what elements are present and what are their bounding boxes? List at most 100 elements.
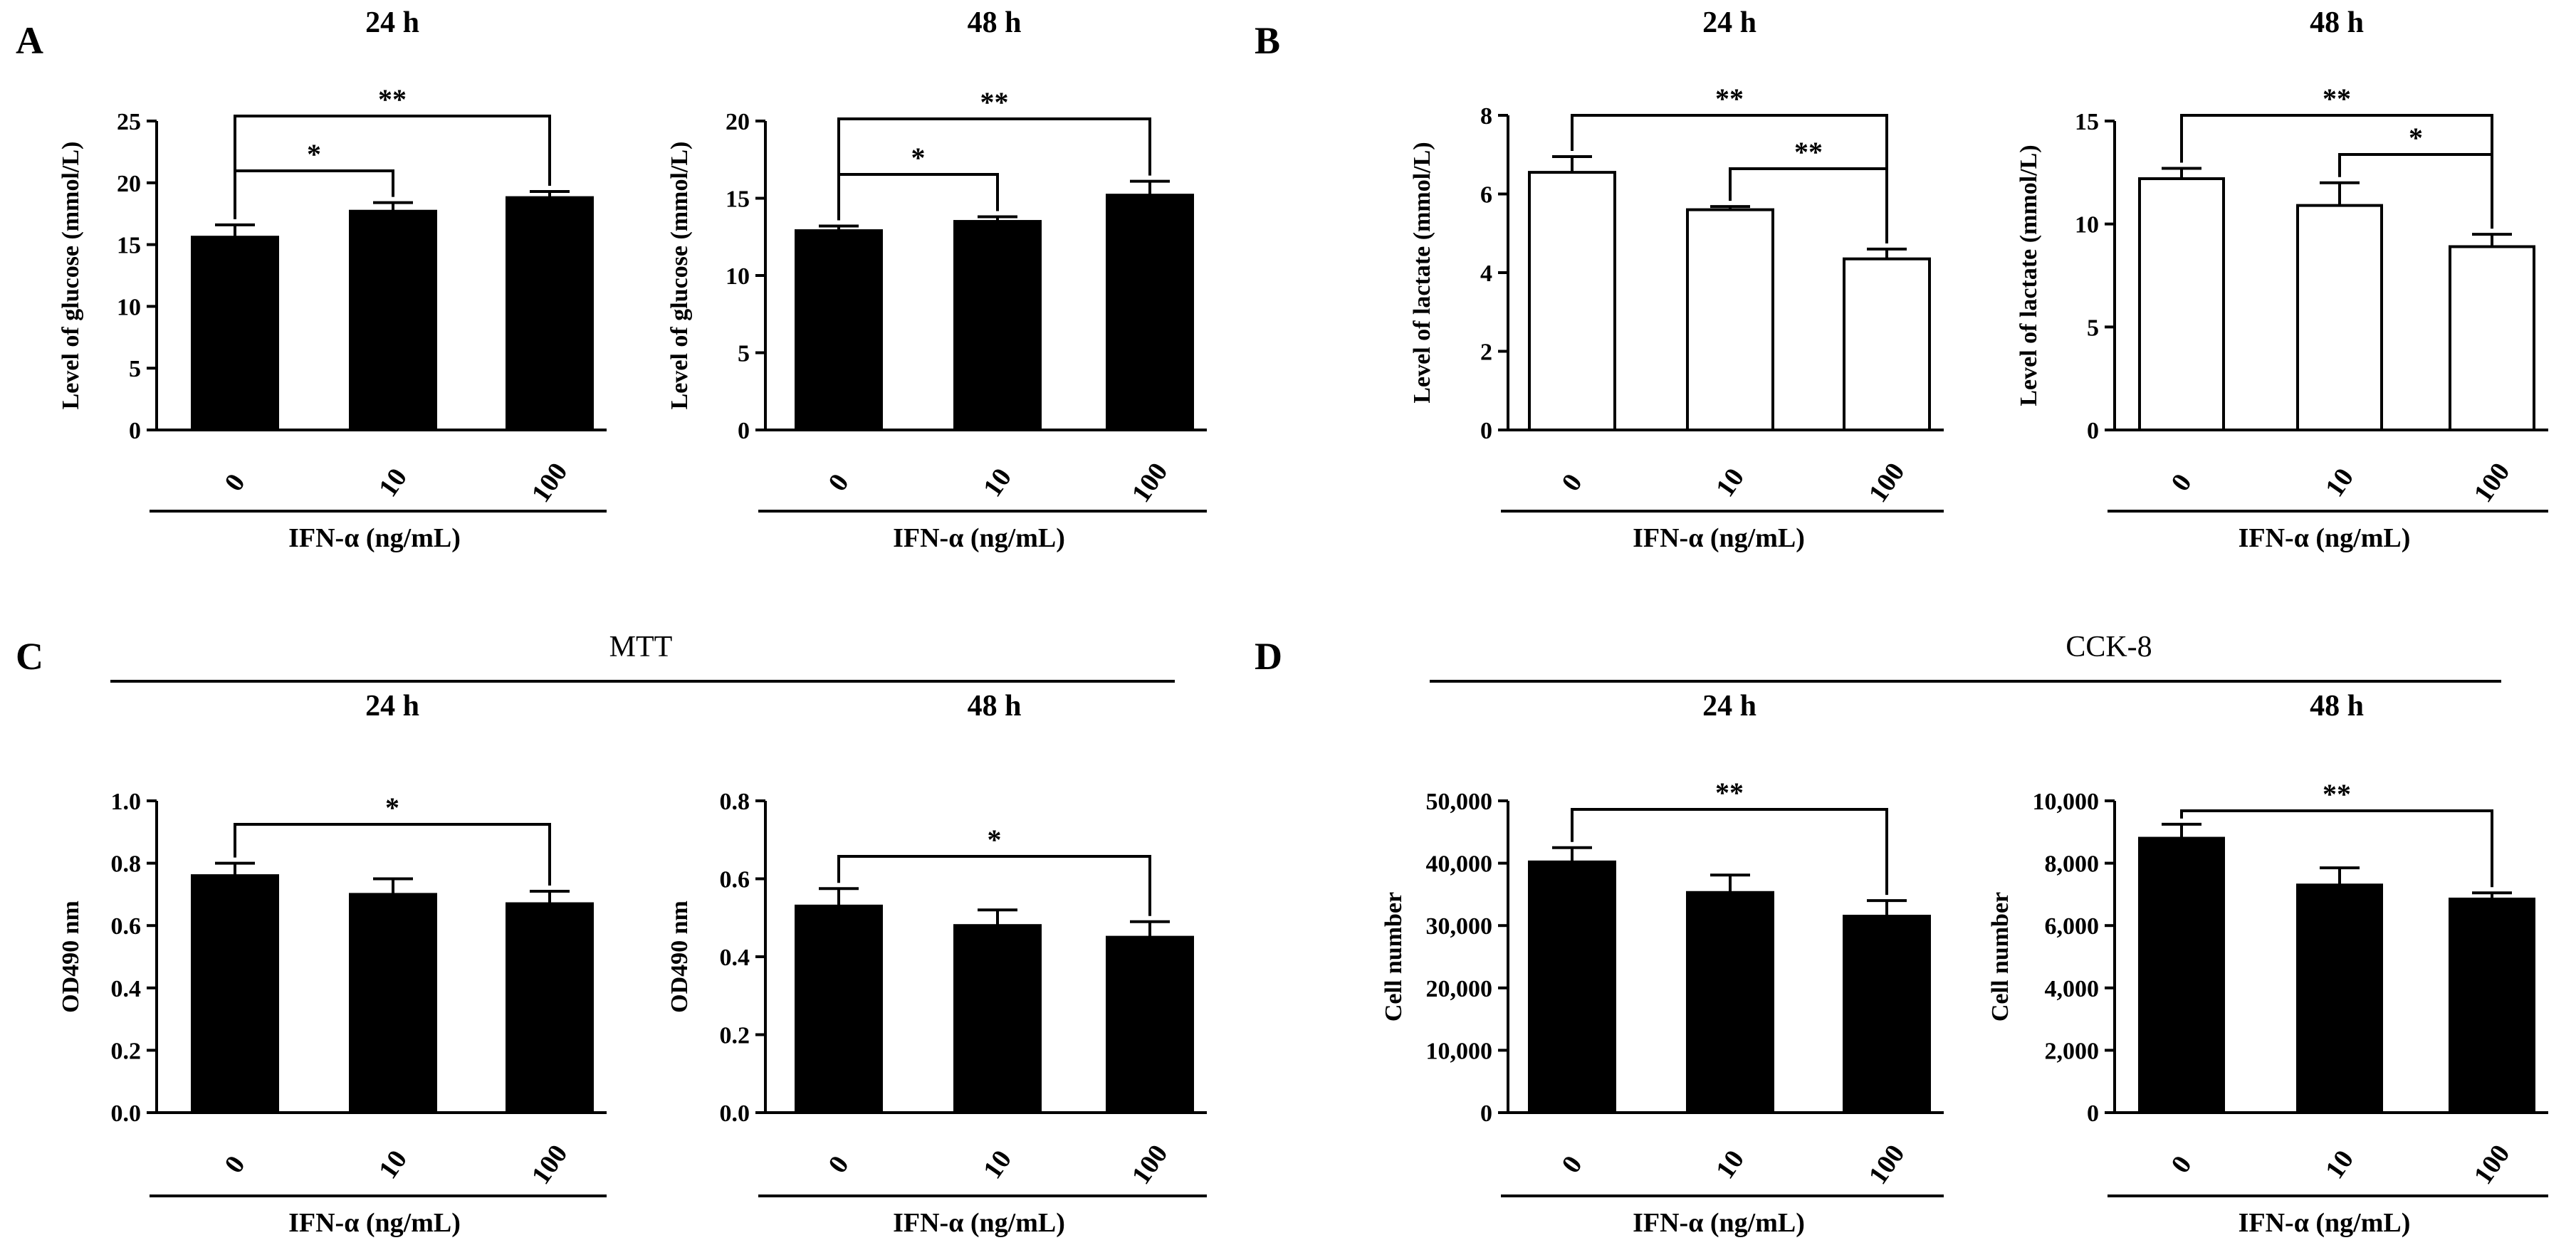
significance-bracket	[234, 115, 551, 219]
bar-10	[953, 220, 1042, 431]
y-tick-label: 5	[129, 356, 141, 382]
bar-10	[953, 924, 1042, 1114]
category-label: 10	[1710, 463, 1750, 502]
bar-100	[1106, 194, 1194, 431]
y-tick-label: 6	[1480, 182, 1492, 209]
y-tick-label: 0.2	[720, 1023, 750, 1049]
y-tick-label: 10,000	[1426, 1038, 1493, 1064]
y-tick-label: 10	[726, 263, 750, 290]
bar-0	[2138, 836, 2225, 1115]
y-tick-label: 0	[738, 418, 750, 444]
x-axis-label: IFN-α (ng/mL)	[2239, 1208, 2411, 1238]
group-title-mtt: MTT	[609, 631, 673, 663]
significance-label: *	[385, 792, 399, 824]
category-label: 0	[822, 468, 854, 497]
chart-D-48: 48 h 0 2,000 4,000 6,000 8,000 10,000 Cell numb…	[1987, 690, 2548, 1238]
y-tick-label: 0.0	[720, 1101, 750, 1127]
y-tick-label: 0.0	[111, 1101, 142, 1127]
y-tick-label: 8	[1480, 103, 1492, 130]
category-label: 100	[2468, 1140, 2515, 1190]
y-tick-label: 0	[2087, 1101, 2099, 1127]
y-tick-label: 20	[117, 171, 141, 197]
y-axis-label: Cell number	[1381, 892, 1407, 1022]
category-label: 0	[2165, 1150, 2197, 1179]
category-label: 0	[219, 1150, 251, 1179]
y-tick-label: 10	[117, 294, 141, 320]
category-label: 100	[525, 458, 573, 508]
y-axis-label: Level of lactate (mmol/L)	[2016, 145, 2042, 406]
category-label: 0	[1556, 468, 1588, 497]
y-tick-label: 0	[2087, 418, 2099, 444]
bar-0	[191, 874, 279, 1114]
y-tick-label: 15	[117, 233, 141, 259]
category-label: 10	[2320, 1145, 2360, 1184]
significance-bracket	[2338, 153, 2493, 229]
panel-label-c: C	[16, 635, 43, 678]
y-tick-label: 0	[1480, 418, 1492, 444]
chart-title: 24 h	[1702, 690, 1756, 723]
bar-100	[506, 902, 594, 1115]
category-label: 100	[1863, 1140, 1910, 1190]
x-axis-label: IFN-α (ng/mL)	[893, 1208, 1065, 1238]
y-axis-label: OD490 nm	[666, 900, 693, 1013]
chart-title: 48 h	[968, 690, 1022, 723]
panel-label-a: A	[16, 19, 43, 62]
y-tick-label: 2	[1480, 340, 1492, 366]
y-tick-label: 8,000	[2045, 851, 2100, 878]
chart-title: 24 h	[365, 6, 419, 39]
y-tick-label: 15	[726, 187, 750, 213]
y-tick-label: 50,000	[1426, 789, 1493, 815]
bar-0	[1528, 171, 1616, 432]
significance-label: *	[988, 824, 1002, 856]
bar-100	[2449, 897, 2535, 1114]
chart-C-48: 48 h 0.0 0.2 0.4 0.6 0.8 OD490 nm 0 10 100 IFN-α (…	[666, 690, 1207, 1238]
x-axis-label: IFN-α (ng/mL)	[893, 523, 1065, 553]
y-tick-label: 2,000	[2045, 1038, 2100, 1064]
y-axis-label: Level of glucose (mmol/L)	[58, 142, 84, 410]
y-tick-label: 5	[2087, 315, 2099, 341]
y-tick-label: 10,000	[2033, 789, 2100, 815]
bar-0	[795, 904, 883, 1114]
chart-title: 48 h	[968, 6, 1022, 39]
category-label: 100	[1863, 458, 1910, 508]
y-axis-label: Level of lactate (mmol/L)	[1409, 142, 1435, 403]
y-tick-label: 4,000	[2045, 976, 2100, 1002]
significance-bracket	[837, 855, 1151, 916]
significance-bracket	[2180, 809, 2493, 888]
chart-B-48: 48 h 0 5 10 15 Level of lactate (mmol/L) 0 10 10…	[2016, 6, 2548, 553]
bar-100	[506, 196, 594, 431]
x-axis-label: IFN-α (ng/mL)	[288, 523, 461, 553]
y-tick-label: 0.4	[111, 976, 142, 1002]
bar-100	[2449, 245, 2535, 431]
y-tick-label: 30,000	[1426, 913, 1493, 940]
chart-title: 48 h	[2310, 690, 2364, 723]
chart-title: 24 h	[1702, 6, 1756, 39]
category-label: 0	[822, 1150, 854, 1179]
bar-0	[2138, 177, 2225, 431]
panel-label-d: D	[1255, 635, 1282, 678]
y-tick-label: 15	[2075, 109, 2099, 135]
x-axis-label: IFN-α (ng/mL)	[288, 1208, 461, 1238]
category-label: 0	[1556, 1150, 1588, 1179]
significance-label: **	[1794, 136, 1823, 168]
y-tick-label: 0.8	[720, 789, 750, 815]
chart-title: 24 h	[365, 690, 419, 723]
significance-label: *	[307, 138, 321, 170]
significance-label: *	[911, 142, 926, 174]
significance-bracket	[837, 117, 1151, 221]
y-tick-label: 0	[1480, 1101, 1492, 1127]
y-tick-label: 0	[129, 418, 141, 444]
significance-label: **	[1715, 83, 1744, 115]
category-label: 100	[2468, 458, 2515, 508]
bar-0	[1528, 860, 1616, 1115]
bar-10	[349, 893, 437, 1115]
category-label: 10	[978, 1145, 1017, 1184]
category-label: 10	[2320, 463, 2360, 502]
chart-D-24: 24 h 0 10,000 20,000 30,000 40,000 50,000 Cell …	[1381, 690, 1944, 1238]
panel-label-b: B	[1255, 19, 1280, 62]
y-tick-label: 20,000	[1426, 976, 1493, 1002]
category-label: 0	[219, 468, 251, 497]
chart-title: 48 h	[2310, 6, 2364, 39]
significance-label: **	[1715, 777, 1744, 809]
